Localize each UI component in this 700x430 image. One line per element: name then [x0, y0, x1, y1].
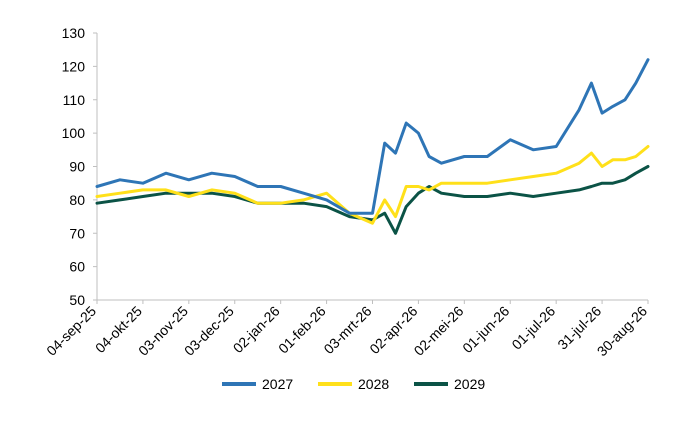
x-tick-label: 30-aug-26 — [594, 303, 651, 360]
y-tick-label: 100 — [62, 125, 86, 141]
x-tick-label: 02-jan-26 — [230, 303, 283, 356]
y-tick-label: 70 — [69, 225, 85, 241]
series-lines — [95, 58, 650, 235]
y-tick-label: 50 — [69, 292, 85, 308]
y-axis-ticks: 50 60 70 80 90 100 110 120 130 — [62, 25, 97, 308]
x-tick-label: 01-feb-26 — [275, 303, 329, 357]
x-tick-label: 03-dec-25 — [181, 303, 237, 359]
x-tick-label: 04-sep-25 — [43, 303, 99, 359]
series-line-2027 — [95, 58, 650, 215]
legend-label-2027: 2027 — [262, 376, 293, 392]
series-line-2028 — [95, 145, 650, 225]
series-line-2029 — [95, 165, 650, 235]
x-tick-label: 01-jun-26 — [459, 303, 512, 356]
x-tick-label: 01-jul-26 — [508, 303, 558, 353]
x-axis-ticks: 04-sep-2504-okt-2503-nov-2503-dec-2502-j… — [43, 300, 650, 359]
y-tick-label: 60 — [69, 259, 85, 275]
legend-label-2028: 2028 — [358, 376, 389, 392]
x-tick-label: 02-mei-26 — [411, 303, 467, 359]
y-tick-label: 80 — [69, 192, 85, 208]
y-tick-label: 130 — [62, 25, 86, 41]
axes — [96, 33, 648, 301]
x-tick-label: 03-mrt-26 — [320, 303, 374, 357]
legend: 2027 2028 2029 — [222, 376, 485, 392]
legend-label-2029: 2029 — [454, 376, 485, 392]
y-tick-label: 120 — [62, 58, 86, 74]
y-tick-label: 90 — [69, 159, 85, 175]
y-tick-label: 110 — [63, 92, 86, 108]
